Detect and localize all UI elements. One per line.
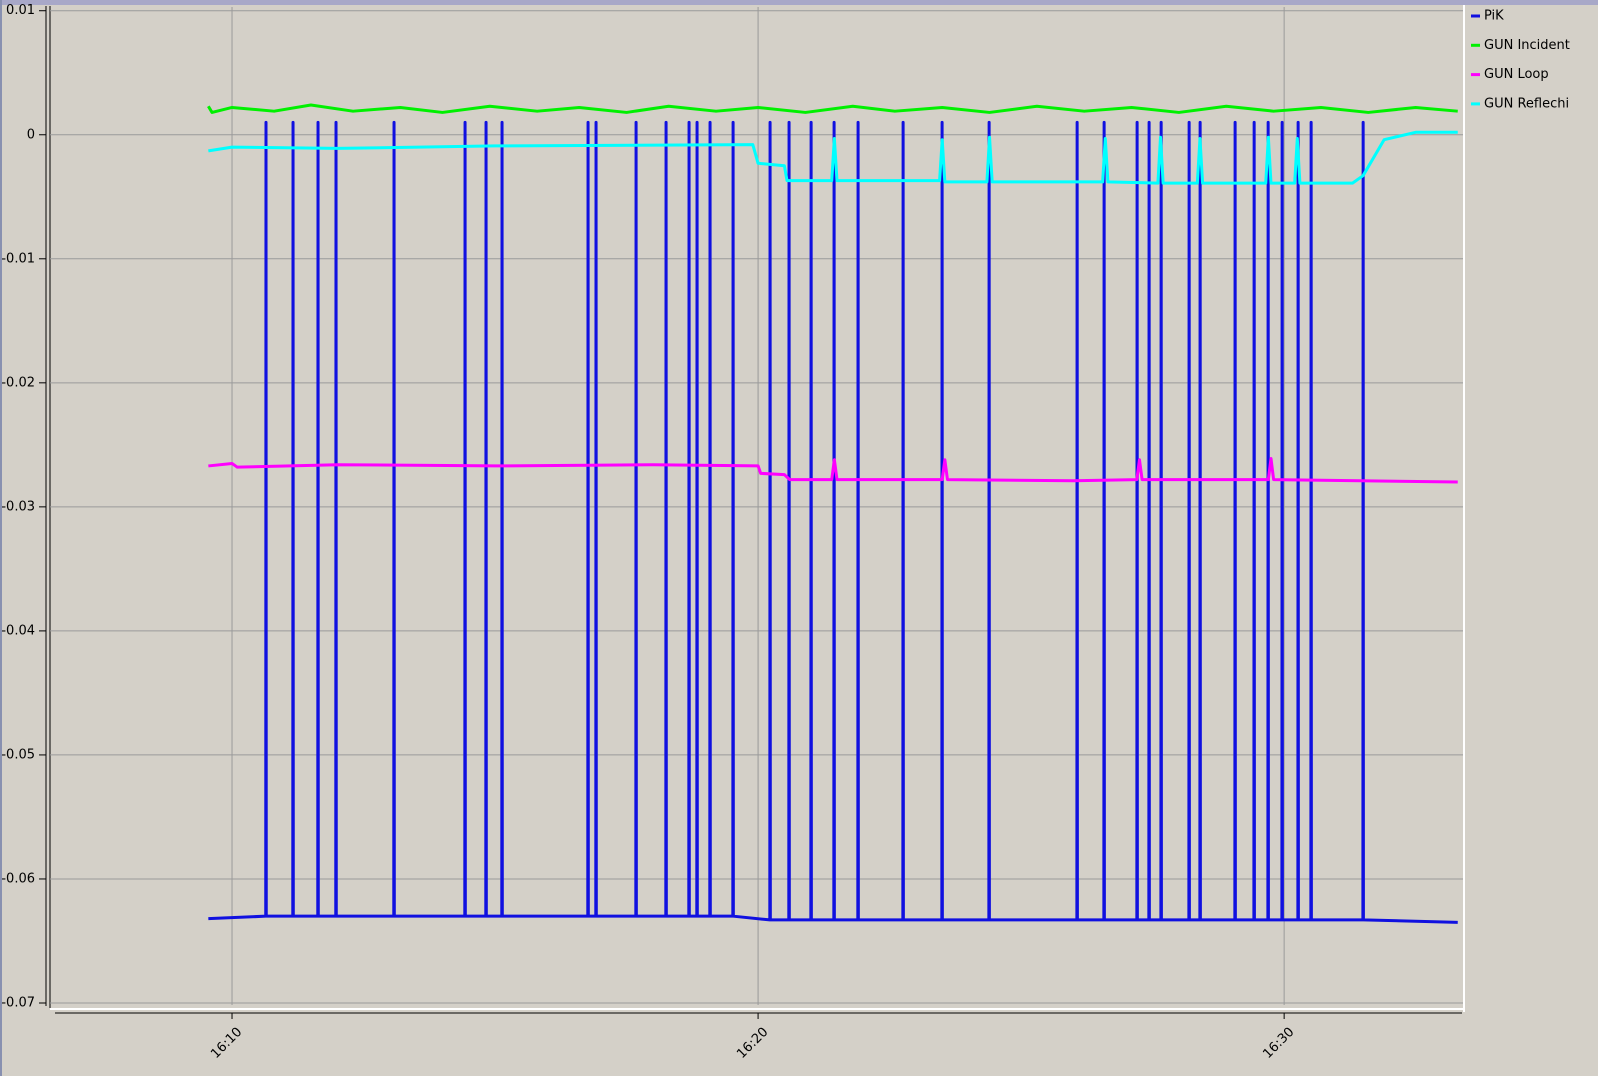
legend-label: PiK xyxy=(1484,9,1504,24)
series-line xyxy=(207,103,1458,114)
series-line xyxy=(208,130,1458,185)
series-line xyxy=(208,456,1458,484)
y-tick-label: -0.02 xyxy=(1,375,35,390)
legend-label: GUN Reflechi xyxy=(1484,96,1569,111)
legend-label: GUN Incident xyxy=(1484,38,1570,53)
y-tick-label: -0.05 xyxy=(1,747,35,762)
y-tick-label: -0.06 xyxy=(1,871,35,886)
y-tick-label: -0.01 xyxy=(1,251,35,266)
y-tick-label: -0.04 xyxy=(1,623,35,638)
legend-label: GUN Loop xyxy=(1484,67,1549,82)
left-border xyxy=(0,0,2,1076)
y-tick-label: 0 xyxy=(27,127,35,142)
y-tick-label: -0.03 xyxy=(1,499,35,514)
y-tick-label: 0.01 xyxy=(6,3,35,18)
y-tick-label: -0.07 xyxy=(1,996,35,1011)
series-line xyxy=(208,120,1458,924)
top-border xyxy=(0,0,1598,5)
